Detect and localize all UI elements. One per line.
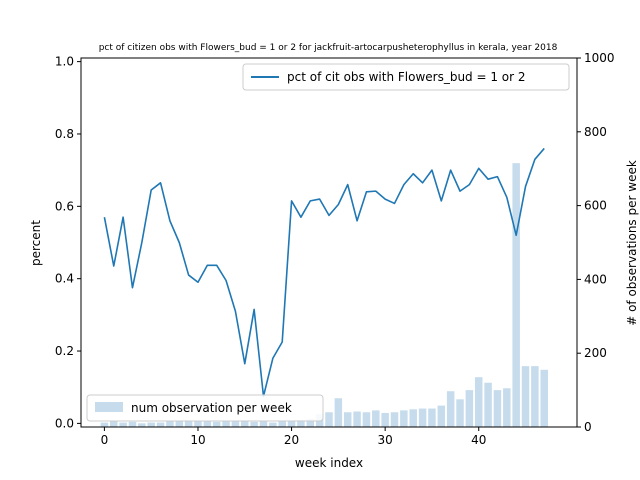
bar	[512, 163, 520, 428]
y-left-tick-label: 0.0	[55, 416, 74, 430]
x-axis: 0 10 20 30 40	[101, 427, 486, 447]
legend-bar-label: num observation per week	[131, 401, 292, 415]
y-left-tick-label: 0.6	[55, 199, 74, 213]
bar	[212, 421, 221, 427]
y-axis-right: 0 200 400 600 800 1000	[577, 51, 615, 434]
bar	[372, 410, 380, 427]
bar	[231, 421, 240, 427]
bar	[278, 420, 286, 427]
y-axis-left: 0.0 0.2 0.4 0.6 0.8 1.0	[55, 55, 81, 430]
legend-line-box	[242, 63, 570, 91]
bar	[128, 421, 137, 427]
y-right-tick-label: 600	[584, 199, 607, 213]
bar	[493, 390, 502, 427]
legend-line-label: pct of cit obs with Flowers_bud = 1 or 2	[287, 70, 526, 84]
bar	[147, 422, 155, 427]
chart-title: pct of citizen obs with Flowers_bud = 1 …	[99, 43, 558, 53]
bar	[156, 422, 165, 427]
x-axis-label: week index	[295, 456, 363, 470]
y-axis-left-label: percent	[29, 220, 43, 266]
bar	[110, 421, 118, 427]
line-layer	[103, 147, 545, 398]
bar	[484, 382, 492, 427]
y-axis-right-label: # of observations per week	[625, 160, 639, 326]
bar	[540, 369, 548, 427]
bar	[465, 390, 474, 427]
bar	[287, 420, 296, 427]
bar	[222, 420, 230, 427]
y-right-tick-label: 800	[584, 125, 607, 139]
y-right-tick-label: 400	[584, 272, 607, 286]
bar	[269, 422, 277, 427]
bars-layer	[100, 163, 548, 428]
bar	[166, 421, 174, 427]
bar	[250, 421, 258, 427]
bar	[390, 412, 399, 427]
bar	[306, 418, 315, 427]
bar	[241, 421, 249, 427]
bar	[418, 408, 427, 427]
bar	[362, 412, 371, 427]
bar	[203, 421, 212, 427]
line-series	[103, 147, 545, 398]
y-right-tick-label: 200	[584, 346, 607, 360]
bar	[353, 411, 361, 427]
y-left-tick-label: 1.0	[55, 55, 74, 69]
bar	[456, 399, 464, 427]
y-right-tick-label: 1000	[584, 51, 615, 65]
bar	[175, 421, 184, 427]
bar	[297, 419, 305, 427]
x-tick-label: 20	[284, 433, 299, 447]
x-tick-label: 40	[471, 433, 486, 447]
x-tick-label: 0	[101, 433, 109, 447]
y-left-tick-label: 0.2	[55, 344, 74, 358]
bar	[503, 388, 511, 427]
bar	[446, 391, 455, 427]
y-right-tick-label: 0	[584, 420, 592, 434]
bar	[381, 412, 389, 427]
x-tick-label: 10	[190, 433, 205, 447]
bar	[409, 409, 417, 427]
bar	[437, 405, 446, 427]
legend-bar: num observation per week	[86, 394, 324, 422]
bar	[194, 420, 202, 427]
bar	[119, 422, 127, 427]
bar	[531, 366, 539, 427]
legend-line: pct of cit obs with Flowers_bud = 1 or 2	[242, 63, 570, 91]
bar	[184, 420, 193, 427]
plot-frame	[80, 57, 578, 428]
bar	[428, 408, 436, 427]
legend-bar-swatch	[95, 402, 123, 412]
bar	[400, 410, 408, 427]
bar	[334, 398, 343, 427]
bar	[521, 366, 530, 427]
bar	[325, 412, 333, 427]
bar	[100, 422, 109, 427]
y-left-tick-label: 0.4	[55, 272, 74, 286]
bar	[138, 423, 146, 427]
bar	[343, 412, 352, 427]
x-tick-label: 30	[378, 433, 393, 447]
bar	[259, 421, 268, 427]
y-left-tick-label: 0.8	[55, 127, 74, 141]
legend-bar-box	[86, 394, 324, 422]
bar	[474, 377, 483, 427]
